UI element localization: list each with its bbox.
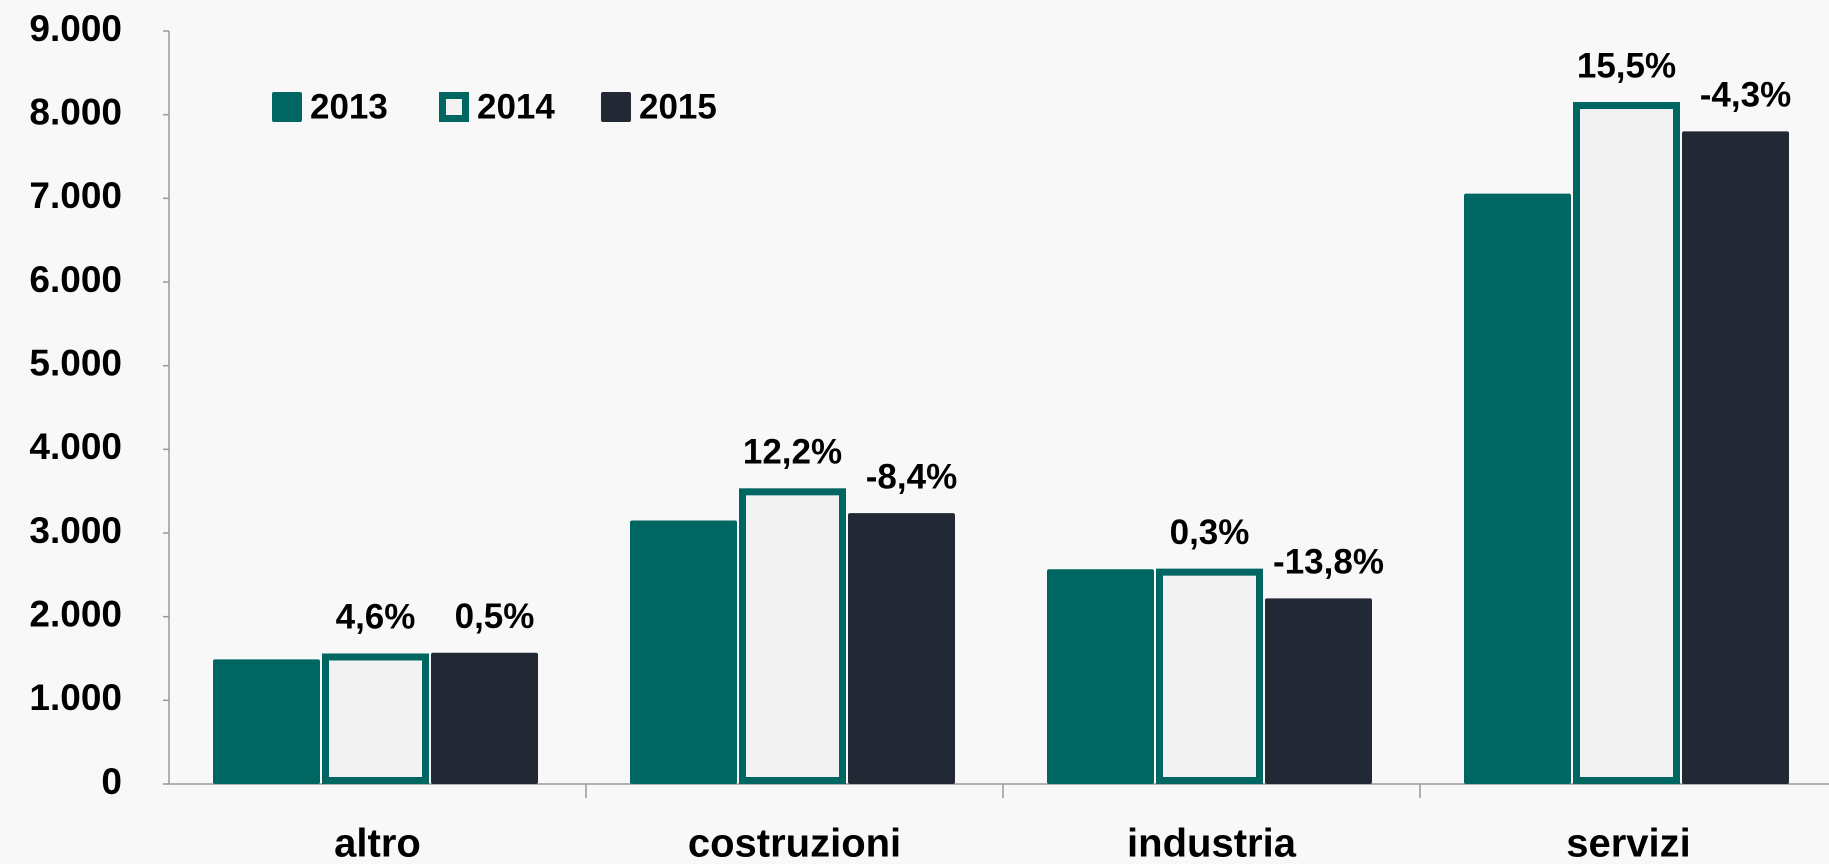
legend-label: 2013 — [310, 87, 388, 126]
y-tick-label: 4.000 — [29, 426, 122, 467]
bar — [1047, 569, 1154, 784]
data-label: 12,2% — [743, 433, 842, 472]
y-tick-label: 6.000 — [29, 259, 122, 300]
bar — [1573, 102, 1680, 784]
bar — [1682, 131, 1789, 784]
data-label: -8,4% — [866, 457, 957, 496]
bar — [630, 520, 737, 784]
data-label: 0,3% — [1170, 513, 1250, 552]
y-tick-label: 0 — [101, 761, 122, 802]
bar — [1464, 193, 1571, 784]
x-tick-label: industria — [1127, 822, 1297, 864]
bar — [848, 513, 955, 784]
data-label: -13,8% — [1273, 543, 1384, 582]
legend-swatch — [439, 92, 469, 122]
bar — [431, 652, 538, 784]
x-tick-label: costruzioni — [688, 822, 901, 864]
bar — [213, 659, 320, 784]
bar — [322, 653, 429, 784]
y-tick-label: 1.000 — [29, 677, 122, 718]
x-tick-label: servizi — [1566, 822, 1691, 864]
y-tick-label: 9.000 — [29, 8, 122, 49]
bar — [1265, 598, 1372, 784]
data-label: -4,3% — [1700, 76, 1791, 115]
data-label: 15,5% — [1577, 46, 1676, 85]
data-label: 0,5% — [455, 597, 535, 636]
legend-swatch — [272, 92, 302, 122]
y-tick-label: 8.000 — [29, 91, 122, 132]
y-tick-label: 3.000 — [29, 510, 122, 551]
legend-swatch — [601, 92, 631, 122]
y-tick-label: 5.000 — [29, 342, 122, 383]
legend-label: 2014 — [477, 87, 555, 126]
bar — [1156, 568, 1263, 785]
y-tick-label: 7.000 — [29, 175, 122, 216]
bar — [739, 488, 846, 784]
x-tick-label: altro — [334, 822, 421, 864]
y-tick-label: 2.000 — [29, 593, 122, 634]
data-label: 4,6% — [336, 598, 416, 637]
legend-label: 2015 — [639, 87, 717, 126]
